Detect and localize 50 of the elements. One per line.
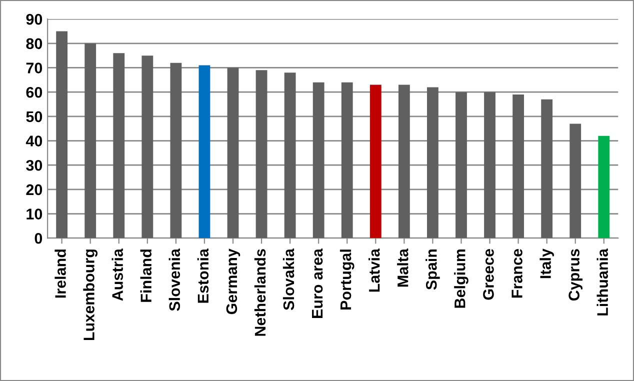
y-tick-label: 50 <box>26 111 42 122</box>
bar <box>484 92 496 238</box>
y-tick-label: 90 <box>26 14 42 25</box>
x-tick-label: Ireland <box>54 250 66 298</box>
bar <box>398 84 410 238</box>
bar <box>370 84 382 238</box>
bar <box>427 87 438 238</box>
bar <box>142 56 154 238</box>
bar <box>456 92 467 238</box>
x-tick-label: Lithuania <box>596 248 608 316</box>
x-tick-label: Netherlands <box>254 249 266 336</box>
x-tick-label: Luxembourg <box>83 250 98 340</box>
bar <box>598 136 610 238</box>
y-tick-label: 0 <box>34 232 42 244</box>
bar <box>170 62 182 238</box>
bar <box>227 68 239 238</box>
bar <box>198 65 210 238</box>
bar <box>512 94 524 238</box>
y-tick-label: 70 <box>26 62 42 74</box>
x-tick-label: Belgium <box>454 249 468 308</box>
bar <box>570 124 582 238</box>
x-tick-label: Euro area <box>312 248 323 318</box>
y-tick-label: 80 <box>26 38 42 50</box>
bar <box>284 72 296 238</box>
y-tick-label: 20 <box>26 184 42 196</box>
x-tick-label: Spain <box>426 249 440 290</box>
x-tick-label: Austria <box>112 248 123 301</box>
x-tick-label: Cyprus <box>568 249 582 301</box>
x-tick-label: Estonia <box>197 248 209 303</box>
x-tick-label: Italy <box>540 248 554 278</box>
bar <box>113 53 125 238</box>
x-tick-label: Finland <box>140 250 152 302</box>
x-tick-label: Slovenia <box>168 248 180 311</box>
bar <box>312 82 324 238</box>
y-tick-label: 60 <box>26 86 42 98</box>
bar <box>84 43 96 238</box>
x-tick-label: Greece <box>483 249 494 300</box>
x-tick-label: France <box>512 249 522 298</box>
x-tick-label: Malta <box>397 248 408 287</box>
bar <box>56 31 68 238</box>
y-tick-label: 40 <box>26 136 42 146</box>
x-tick-label: Latvia <box>368 248 380 292</box>
bar <box>341 82 353 238</box>
x-tick-label: Portugal <box>340 250 354 310</box>
y-tick-label: 10 <box>26 208 42 220</box>
y-tick-label: 30 <box>26 160 42 171</box>
bar <box>541 99 553 238</box>
x-tick-label: Slovakia <box>282 248 294 310</box>
x-tick-label: Germany <box>226 248 240 314</box>
bar <box>256 70 268 238</box>
